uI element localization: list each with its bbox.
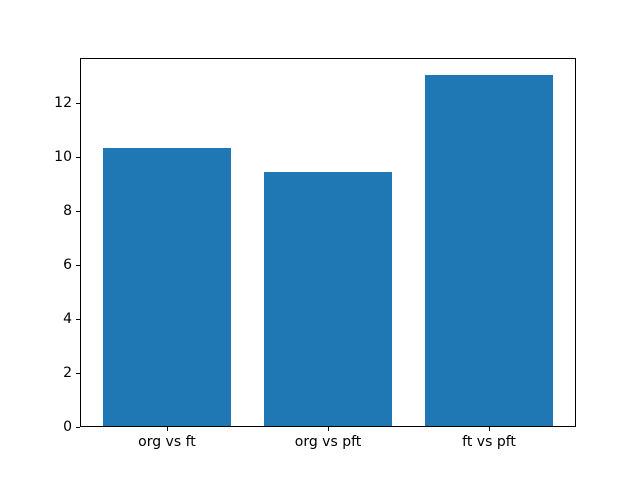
y-tick-mark <box>76 210 80 212</box>
y-tick-label: 2 <box>63 364 72 381</box>
y-tick-label: 8 <box>63 202 72 219</box>
x-tick-label-org-vs-ft: org vs ft <box>138 434 196 450</box>
bar-ft-vs-pft <box>424 74 554 426</box>
x-tick-mark <box>166 427 168 431</box>
bar-org-vs-pft <box>263 171 393 426</box>
y-tick-label: 10 <box>54 148 72 165</box>
y-tick-mark <box>76 427 80 428</box>
x-tick-mark <box>489 427 491 431</box>
y-tick-mark <box>76 372 80 374</box>
y-tick-mark <box>76 102 80 104</box>
x-tick-label-org-vs-pft: org vs pft <box>294 434 362 450</box>
bar-org-vs-ft <box>102 147 232 426</box>
y-tick-mark <box>76 318 80 320</box>
x-tick-mark <box>328 427 329 431</box>
y-tick-mark <box>76 264 80 266</box>
plot-area <box>80 58 576 427</box>
y-tick-label: 0 <box>63 419 72 435</box>
y-tick-mark <box>76 156 80 158</box>
y-tick-label: 12 <box>54 94 72 111</box>
y-tick-label: 4 <box>63 310 72 327</box>
x-tick-label-ft-vs-pft: ft vs pft <box>462 434 516 450</box>
y-tick-label: 6 <box>63 256 72 273</box>
